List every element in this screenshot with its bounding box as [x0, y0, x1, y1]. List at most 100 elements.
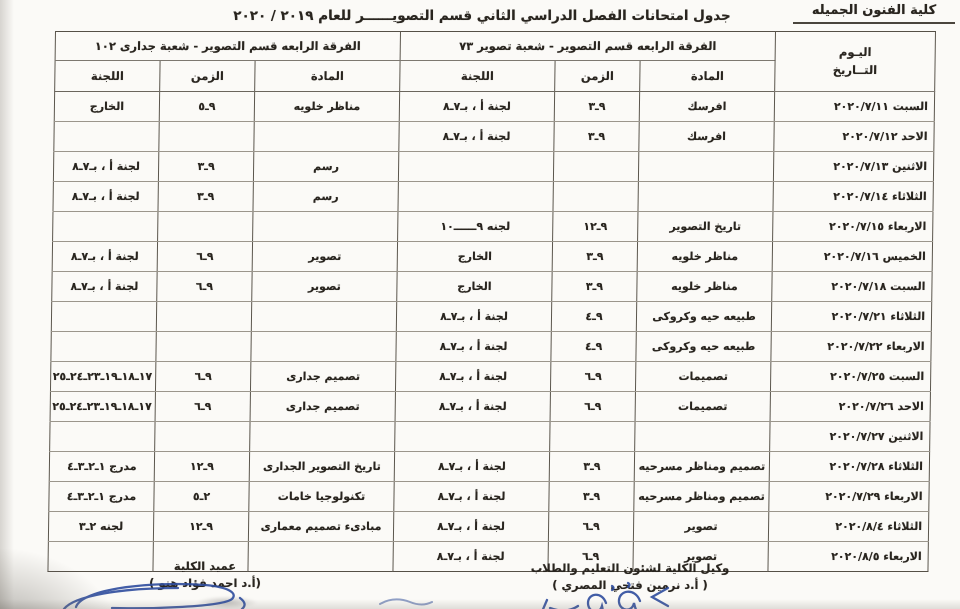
group1-committee-cell: الخارج: [396, 271, 553, 302]
group1-time-cell: ٩ـ١٢: [552, 211, 639, 242]
document-title: جدول امتحانات الفصل الدراسي الثاني قسم ا…: [233, 8, 731, 24]
group2-committee-cell: لجنة أ ، بـ٧ـ٨: [53, 151, 159, 182]
schedule-row: الخميس ٢٠٢٠/٧/١٦ مناظر خلويه ٩ـ٣ الخارج …: [52, 241, 933, 272]
group2-committee-cell: [49, 421, 156, 452]
group1-subject-cell: تصميمات: [635, 361, 771, 392]
schedule-row: الاثنين ٢٠٢٠/٧/٢٧: [49, 421, 931, 452]
group1-committee-cell: لجنة أ ، بـ٧ـ٨: [396, 301, 552, 332]
group1-subject-cell: تاريخ التصوير: [637, 211, 774, 242]
group1-subject-cell: افرسك: [639, 91, 775, 122]
schedule-row: السبت ٢٠٢٠/٧/١٨ مناظر خلويه ٩ـ٣ الخارج ت…: [51, 271, 933, 302]
group1-time-cell: ٩ـ٣: [552, 241, 638, 272]
group2-subject-cell: [249, 421, 396, 452]
group2-time-cell: ٩ـ١٢: [153, 511, 249, 542]
day-date-cell: الثلاثاء ٢٠٢٠/٧/٢٨: [769, 451, 930, 482]
group2-subject-cell: تاريخ التصوير الجدارى: [249, 451, 395, 482]
group1-subject-cell: تصميم ومناظر مسرحيه: [634, 451, 770, 482]
group2-committee-cell: ١٧ـ١٨ـ١٩ـ٢٣ـ٢٤ـ٢٥: [50, 361, 156, 392]
group2-time-cell: ٩ـ٥: [159, 91, 255, 122]
vice-dean-signature-block: وكيل الكلية لشئون التعليم والطلاب ( أ.د …: [470, 560, 790, 593]
day-date-cell: الثلاثاء ٢٠٢٠/٨/٤: [768, 511, 929, 542]
day-label: اليـوم: [838, 45, 872, 60]
group1-time-cell: ٩ـ٦: [550, 361, 636, 392]
group2-time-cell: ٩ـ٦: [156, 271, 253, 302]
group1-committee-cell: لجنة أ ، بـ٧ـ٨: [398, 121, 555, 152]
group2-subject-cell: رسم: [253, 151, 399, 182]
group1-subject-cell: تصوير: [633, 511, 769, 542]
day-date-cell: الخميس ٢٠٢٠/٧/١٦: [772, 241, 933, 272]
day-date-cell: الاربعاء ٢٠٢٠/٧/١٥: [772, 211, 934, 242]
day-date-cell: السبت ٢٠٢٠/٧/١٨: [771, 271, 933, 302]
group1-time-cell: ٩ـ٦: [550, 391, 636, 422]
group1-committee-cell: [398, 151, 554, 182]
group1-committee-cell: لجنة أ ، بـ٧ـ٨: [395, 391, 551, 422]
group2-time-cell: [158, 121, 255, 152]
scan-edge-artifact-bottom: [0, 599, 960, 609]
day-date-cell: الاربعاء ٢٠٢٠/٨/٥: [767, 541, 929, 572]
group2-time-cell: ٩ـ٣: [158, 151, 254, 182]
group1-committee-cell: لجنة أ ، بـ٧ـ٨: [399, 91, 555, 122]
group1-time-cell: [553, 151, 639, 182]
group2-committee-cell: ١٧ـ١٨ـ١٩ـ٢٣ـ٢٤ـ٢٥: [50, 391, 156, 422]
vice-dean-name: ( أ.د نرمين فتحي المصري ): [552, 577, 708, 592]
group1-subject-cell: طبيعه حيه وكروكى: [636, 301, 772, 332]
vice-dean-title: وكيل الكلية لشئون التعليم والطلاب: [530, 561, 730, 575]
day-date-cell: السبت ٢٠٢٠/٧/٢٥: [770, 361, 931, 392]
group1-committee-cell: لجنة أ ، بـ٧ـ٨: [393, 481, 550, 512]
group2-subject-cell: تصميم جدارى: [250, 361, 396, 392]
group2-time-cell: ٩ـ٦: [155, 391, 251, 422]
group2-time-cell: ٢ـ٥: [153, 481, 250, 512]
group1-committee-cell: لجنه ٩ــــــ١٠: [397, 211, 554, 242]
group2-committee-cell: لجنة أ ، بـ٧ـ٨: [52, 181, 159, 212]
group1-subject-cell: [634, 421, 771, 452]
group1-committee-header: اللجنة: [399, 60, 556, 92]
schedule-row: الاربعاء ٢٠٢٠/٧/٢٢ طبيعه حيه وكروكى ٩ـ٤ …: [50, 331, 932, 362]
group1-title: الفرقة الرابعه قسم التصوير - شعبة تصوير …: [400, 31, 776, 61]
group2-committee-cell: الخارج: [54, 91, 160, 122]
schedule-row: الاحد ٢٠٢٠/٧/٢٦ تصميمات ٩ـ٦ لجنة أ ، بـ٧…: [50, 391, 931, 422]
group2-subject-header: المادة: [254, 60, 401, 92]
group1-subject-cell: تصميمات: [635, 391, 771, 422]
day-date-cell: الثلاثاء ٢٠٢٠/٧/٢١: [771, 301, 932, 332]
group2-subject-cell: [252, 211, 398, 242]
group2-subject-cell: تصميم جدارى: [250, 391, 396, 422]
schedule-body: السبت ٢٠٢٠/٧/١١ افرسك ٩ـ٣ لجنة أ ، بـ٧ـ٨…: [47, 91, 935, 572]
page-corner-shadow: [0, 549, 120, 609]
group2-subject-cell: [250, 331, 397, 362]
group2-time-cell: ٩ـ٦: [157, 241, 253, 272]
schedule-row: الثلاثاء ٢٠٢٠/٧/٢١ طبيعه حيه وكروكى ٩ـ٤ …: [51, 301, 932, 332]
day-date-cell: الاربعاء ٢٠٢٠/٧/٢٩: [768, 481, 930, 512]
group2-subject-cell: مناظر خلويه: [254, 91, 400, 122]
group2-subject-cell: [253, 121, 400, 152]
group1-committee-cell: [394, 421, 551, 452]
schedule-row: الثلاثاء ٢٠٢٠/٧/١٤ رسم ٩ـ٣ لجنة أ ، بـ٧ـ…: [52, 181, 934, 212]
group2-committee-cell: [52, 211, 158, 242]
group2-committee-cell: [51, 301, 157, 332]
dean-title: عميد الكلية: [173, 559, 237, 573]
group1-committee-cell: لجنة أ ، بـ٧ـ٨: [395, 331, 552, 362]
schedule-row: الاربعاء ٢٠٢٠/٧/٢٩ تصميم ومناظر مسرحيه ٩…: [48, 481, 930, 512]
group2-time-cell: ٩ـ١٢: [154, 451, 250, 482]
group2-committee-cell: لجنة أ ، بـ٧ـ٨: [52, 241, 158, 272]
group1-time-cell: ٩ـ٤: [551, 301, 637, 332]
group1-subject-header: المادة: [639, 60, 776, 92]
group2-time-cell: ٩ـ٦: [155, 361, 251, 392]
group2-committee-cell: لجنة أ ، بـ٧ـ٨: [51, 271, 158, 302]
schedule-row: الثلاثاء ٢٠٢٠/٧/٢٨ تصميم ومناظر مسرحيه ٩…: [49, 451, 930, 482]
day-date-header: اليـوم التــاريخ: [774, 31, 936, 92]
group1-time-cell: ٩ـ٣: [549, 451, 635, 482]
group2-time-cell: [156, 301, 252, 332]
group1-time-cell: ٩ـ٣: [548, 481, 635, 512]
group2-committee-cell: مدرج ١ـ٢ـ٣ـ٤: [49, 451, 155, 482]
day-date-cell: الاربعاء ٢٠٢٠/٧/٢٢: [770, 331, 932, 362]
day-date-cell: الاحد ٢٠٢٠/٧/٢٦: [770, 391, 931, 422]
college-name: كلية الفنون الجميله: [793, 3, 955, 24]
group2-time-cell: [157, 211, 253, 242]
group2-subject-cell: [251, 301, 397, 332]
schedule-row: السبت ٢٠٢٠/٧/٢٥ تصميمات ٩ـ٦ لجنة أ ، بـ٧…: [50, 361, 931, 392]
group1-time-cell: ٩ـ٣: [553, 121, 640, 152]
group2-subject-cell: تصوير: [251, 271, 398, 302]
schedule-row: الاثنين ٢٠٢٠/٧/١٣ رسم ٩ـ٣ لجنة أ ، بـ٧ـ٨: [53, 151, 934, 182]
group2-subject-cell: تصوير: [252, 241, 398, 272]
